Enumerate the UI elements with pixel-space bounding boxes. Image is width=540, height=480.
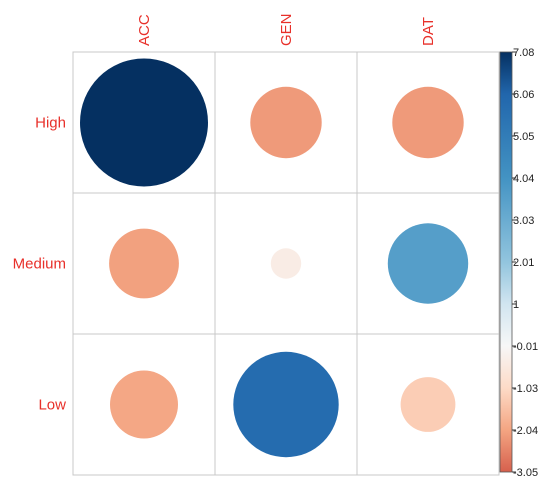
column-labels: ACC GEN DAT xyxy=(136,13,437,46)
grid-border xyxy=(72,51,500,476)
cell-circle-medium-dat xyxy=(387,223,469,304)
cell-circle-high-dat xyxy=(392,86,464,159)
legend-tick-label: 3.03 xyxy=(513,215,534,227)
legend-tick-label: 1 xyxy=(513,299,519,311)
cell-circle-medium-gen xyxy=(270,248,302,279)
legend-tick-label: -3.05 xyxy=(513,467,538,479)
row-label-medium: Medium xyxy=(13,256,66,273)
row-labels: High Medium Low xyxy=(13,115,67,414)
legend-tick-label: -0.01 xyxy=(513,341,538,353)
cells xyxy=(80,58,469,458)
legend-tick-label: -2.04 xyxy=(513,425,538,437)
cell-circle-low-dat xyxy=(400,377,456,432)
row-label-low: Low xyxy=(38,397,66,414)
column-label-dat: DAT xyxy=(420,17,437,46)
cell-circle-medium-acc xyxy=(109,228,179,299)
column-label-acc: ACC xyxy=(136,14,153,46)
legend-tick-label: 6.06 xyxy=(513,89,534,101)
row-label-high: High xyxy=(35,115,66,132)
legend-tick-label: 5.05 xyxy=(513,131,534,143)
cell-circle-low-gen xyxy=(233,351,339,458)
column-label-gen: GEN xyxy=(278,13,295,46)
cell-circle-low-acc xyxy=(110,370,178,439)
cell-circle-high-acc xyxy=(80,58,208,187)
cell-circle-high-gen xyxy=(250,86,322,159)
legend-tick-label: -1.03 xyxy=(513,383,538,395)
grid xyxy=(72,51,500,476)
legend-tick-label: 7.08 xyxy=(513,47,534,59)
color-legend: 7.08 6.06 5.05 4.04 3.03 2.01 1 -0.01 -1.03 -2.04… xyxy=(499,47,538,479)
legend-tick-label: 2.01 xyxy=(513,257,534,269)
legend-tick-label: 4.04 xyxy=(513,173,534,185)
color-legend-bar xyxy=(499,51,513,473)
color-legend-ticks: 7.08 6.06 5.05 4.04 3.03 2.01 1 -0.01 -1.03 -2.04… xyxy=(512,47,538,479)
